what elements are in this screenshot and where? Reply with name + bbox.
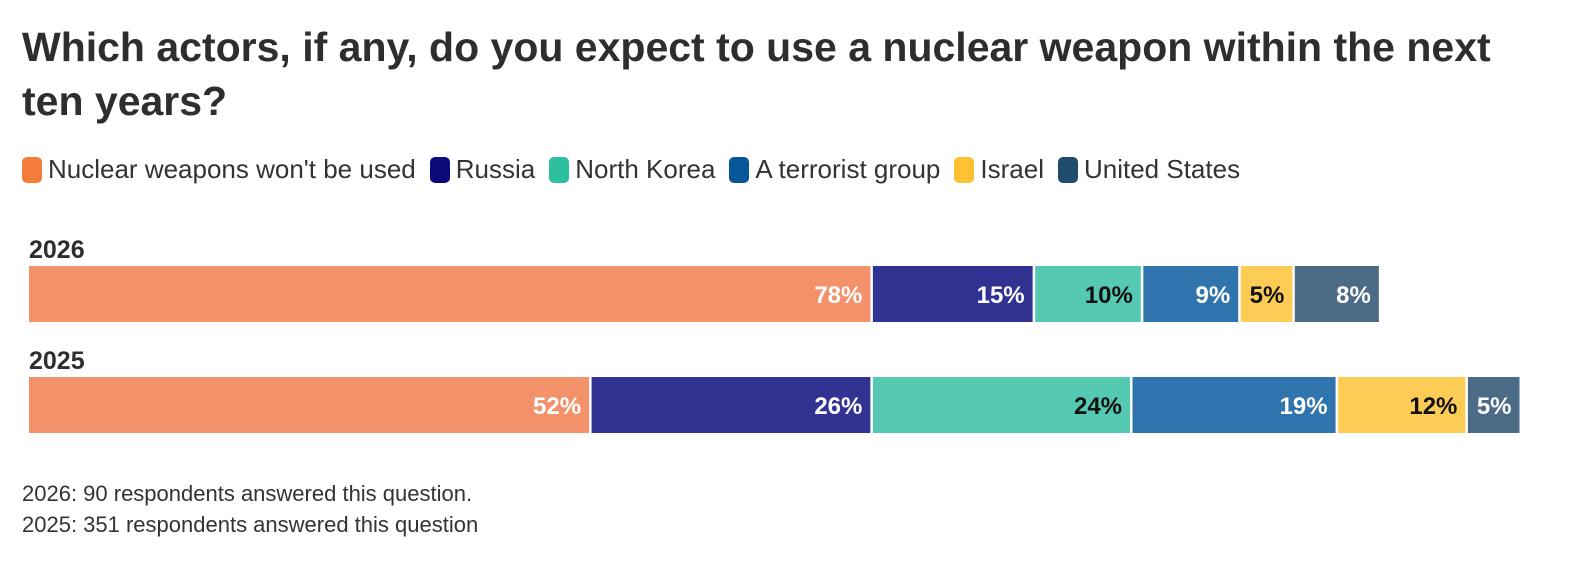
legend-item-russia: Russia [429, 154, 536, 185]
legend-swatch [954, 156, 975, 183]
data-label-2025-1: 26% [814, 393, 862, 420]
legend-label: United States [1083, 154, 1241, 184]
legend-item-israel: Israel [954, 154, 1044, 185]
chart-title: Which actors, if any, do you expect to u… [22, 24, 1491, 124]
bar-segment-2026-israel [1240, 266, 1293, 322]
bar-segment-2025-a-terrorist-group [1132, 377, 1336, 433]
legend-item-north-korea: North Korea [549, 154, 715, 185]
data-label-2025-5: 5% [1477, 393, 1512, 420]
data-label-2025-2: 24% [1074, 393, 1122, 420]
legend-item-united-states: United States [1057, 154, 1241, 185]
legend-label: Israel [980, 154, 1044, 184]
data-label-2025-3: 19% [1280, 393, 1328, 420]
bar-segment-2026-nuclear-weapons-won-t-be-used [29, 266, 871, 322]
bar-segment-2025-israel [1338, 377, 1466, 433]
row-label-2025: 2025 [29, 347, 85, 375]
legend: Nuclear weapons won't be used Russia Nor… [22, 154, 1254, 185]
legend-label: North Korea [575, 154, 716, 184]
legend-swatch [429, 156, 450, 183]
data-label-2025-4: 12% [1409, 393, 1457, 420]
data-label-2026-2: 10% [1085, 282, 1133, 309]
bar-segment-2026-united-states [1294, 266, 1379, 322]
footnote-2025: 2025: 351 respondents answered this ques… [22, 512, 479, 537]
data-label-2025-0: 52% [533, 393, 581, 420]
legend-label: Russia [455, 154, 536, 184]
legend-swatch [22, 156, 42, 183]
legend-label: A terrorist group [755, 154, 941, 184]
bar-segment-2026-a-terrorist-group [1143, 266, 1239, 322]
row-label-2026: 2026 [29, 236, 85, 264]
footnote-2026: 2026: 90 respondents answered this quest… [22, 481, 473, 506]
bar-segment-2025-nuclear-weapons-won-t-be-used [29, 377, 590, 433]
bar-segment-2025-russia [591, 377, 871, 433]
footnotes: 2026: 90 respondents answered this quest… [22, 478, 478, 540]
data-label-2026-1: 15% [977, 282, 1025, 309]
legend-swatch [549, 156, 570, 183]
bar-segment-2025-north-korea [872, 377, 1131, 433]
legend-item-no-use: Nuclear weapons won't be used [22, 154, 416, 185]
data-label-2026-3: 9% [1196, 282, 1231, 309]
bar-segment-2026-north-korea [1035, 266, 1141, 322]
bar-segment-2025-united-states [1467, 377, 1520, 433]
data-label-2026-0: 78% [814, 282, 862, 309]
data-label-2026-4: 5% [1250, 282, 1285, 309]
legend-label: Nuclear weapons won't be used [48, 154, 416, 184]
legend-item-terrorist-group: A terrorist group [729, 154, 940, 185]
data-label-2026-5: 8% [1336, 282, 1371, 309]
bar-segment-2026-russia [872, 266, 1033, 322]
legend-swatch [729, 156, 750, 183]
legend-swatch [1057, 156, 1078, 183]
